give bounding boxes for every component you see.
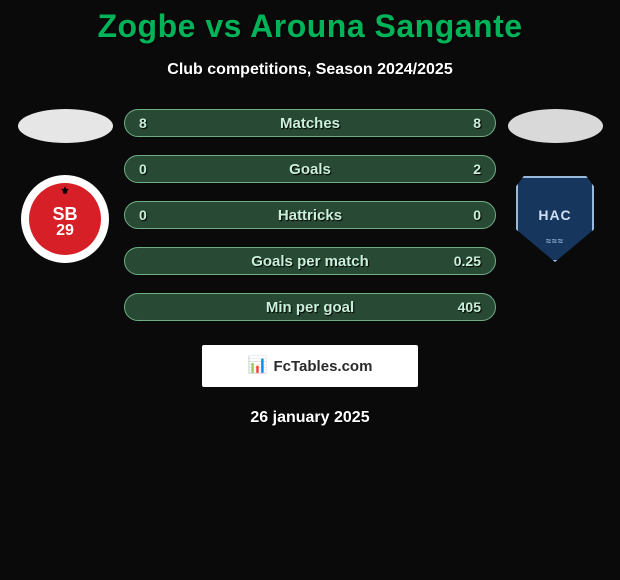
right-team-crest: HAC ≈≈≈ (511, 175, 599, 263)
stat-row: 0 Goals 2 (124, 155, 496, 183)
stat-right-value: 2 (473, 161, 481, 177)
stat-label: Hattricks (278, 207, 342, 224)
stat-label: Goals (289, 161, 331, 178)
stat-right-value: 0 (473, 207, 481, 223)
date-label: 26 january 2025 (0, 409, 620, 427)
stat-right-value: 0.25 (454, 253, 481, 269)
left-crest-inner: ⚜ SB 29 (29, 183, 101, 255)
stat-row: Goals per match 0.25 (124, 247, 496, 275)
stat-left-value: 0 (139, 161, 147, 177)
left-crest-text-bottom: 29 (56, 223, 74, 239)
stat-row: Min per goal 405 (124, 293, 496, 321)
left-crest-text-top: SB (52, 205, 77, 223)
comparison-content: ⚜ SB 29 8 Matches 8 0 Goals 2 0 Hattricks 0 Goals… (0, 109, 620, 321)
stat-row: 8 Matches 8 (124, 109, 496, 137)
left-side: ⚜ SB 29 (10, 109, 120, 263)
stat-label: Matches (280, 115, 340, 132)
left-player-silhouette (18, 109, 113, 143)
stat-label: Min per goal (266, 299, 354, 316)
stat-label: Goals per match (251, 253, 369, 270)
right-crest-text: HAC (538, 207, 571, 223)
chart-icon: 📊 (248, 358, 268, 374)
stat-right-value: 8 (473, 115, 481, 131)
right-side: HAC ≈≈≈ (500, 109, 610, 263)
stat-left-value: 0 (139, 207, 147, 223)
right-player-silhouette (508, 109, 603, 143)
waves-icon: ≈≈≈ (546, 236, 564, 246)
page-title: Zogbe vs Arouna Sangante (0, 0, 620, 45)
ermine-icon: ⚜ (61, 187, 70, 197)
site-badge: 📊 FcTables.com (202, 345, 418, 387)
stats-column: 8 Matches 8 0 Goals 2 0 Hattricks 0 Goals per mat… (120, 109, 500, 321)
stat-left-value: 8 (139, 115, 147, 131)
right-crest-shield: HAC ≈≈≈ (516, 176, 594, 262)
left-team-crest: ⚜ SB 29 (21, 175, 109, 263)
site-name: FcTables.com (274, 358, 373, 375)
stat-row: 0 Hattricks 0 (124, 201, 496, 229)
subtitle: Club competitions, Season 2024/2025 (0, 61, 620, 79)
stat-right-value: 405 (458, 299, 481, 315)
